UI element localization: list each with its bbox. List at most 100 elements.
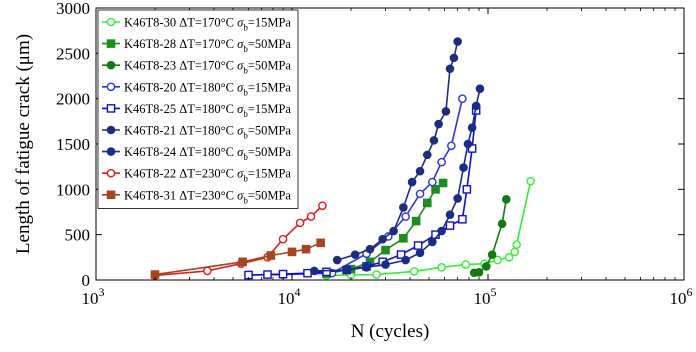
legend-label: K46T8-25 ΔT=180°C σb=15MPa <box>124 102 291 119</box>
data-point <box>437 226 446 236</box>
data-point <box>372 270 381 279</box>
legend-label: K46T8-30 ΔT=170°C σb=15MPa <box>124 16 291 33</box>
data-point <box>396 250 406 259</box>
data-point <box>497 219 507 229</box>
legend-item: K46T8-24 ΔT=180°C σb=50MPa <box>102 145 291 162</box>
data-point <box>422 198 432 208</box>
data-point <box>318 201 327 210</box>
data-point <box>332 255 342 265</box>
legend-item: K46T8-23 ΔT=170°C σb=50MPa <box>102 59 291 76</box>
legend-label: K46T8-23 ΔT=170°C σb=50MPa <box>124 59 291 76</box>
data-point <box>203 266 212 276</box>
legend-swatch-marker <box>106 125 116 135</box>
legend-label: K46T8-21 ΔT=180°C σb=50MPa <box>124 124 291 141</box>
data-point <box>295 218 305 228</box>
data-point <box>415 248 425 258</box>
data-point <box>445 210 455 220</box>
data-point <box>266 251 276 260</box>
data-point <box>481 262 491 271</box>
data-point <box>512 240 521 249</box>
data-point <box>449 53 459 63</box>
data-point <box>428 177 437 187</box>
data-point <box>429 136 439 145</box>
data-point <box>422 150 432 160</box>
legend-swatch-marker <box>106 82 116 92</box>
data-point <box>458 94 467 103</box>
legend-item: K46T8-28 ΔT=170°C σb=50MPa <box>102 37 291 54</box>
legend-swatch-marker <box>106 147 116 156</box>
series-line <box>154 242 321 276</box>
legend-swatch-marker <box>106 104 116 113</box>
y-tick-label: 3000 <box>56 0 90 18</box>
legend: K46T8-30 ΔT=170°C σb=15MPa K46T8-28 ΔT=17… <box>97 9 299 209</box>
legend-label: K46T8-24 ΔT=180°C σb=50MPa <box>124 145 291 162</box>
data-point <box>510 247 520 257</box>
legend-swatch-marker <box>106 168 116 178</box>
legend-label: K46T8-20 ΔT=180°C σb=15MPa <box>124 80 291 97</box>
x-tick-label: 105 <box>474 285 497 308</box>
data-point <box>303 268 312 278</box>
series-8 <box>150 201 327 280</box>
legend-label: K46T8-31 ΔT=230°C σb=50MPa <box>124 188 291 205</box>
data-point <box>526 176 535 186</box>
y-tick-label: 1500 <box>56 135 90 154</box>
data-point <box>389 226 398 236</box>
x-tick-label: 104 <box>278 285 301 308</box>
data-point <box>413 241 423 250</box>
y-tick-label: 500 <box>65 226 91 245</box>
data-point <box>401 212 410 221</box>
legend-item: K46T8-25 ΔT=180°C σb=15MPa <box>102 102 291 119</box>
legend-item: K46T8-20 ΔT=180°C σb=15MPa <box>102 80 291 97</box>
series-9 <box>150 238 325 279</box>
series-1 <box>322 176 535 280</box>
series-3 <box>469 195 511 278</box>
series-line <box>248 110 477 276</box>
y-tick-label: 1000 <box>56 180 90 199</box>
data-point <box>462 185 472 194</box>
legend-swatch-marker <box>106 190 116 200</box>
legend-item: K46T8-31 ΔT=230°C σb=50MPa <box>102 188 291 205</box>
data-point <box>278 269 288 279</box>
legend-swatch-marker <box>106 60 116 70</box>
data-point <box>453 37 462 46</box>
axes-layer: 0 500 1000 1500 2000 2500 3000 103 104 105 106 N (c… <box>13 0 693 342</box>
data-point <box>471 101 481 111</box>
legend-item: K46T8-30 ΔT=170°C σb=15MPa <box>102 16 291 33</box>
data-point <box>381 260 390 269</box>
data-point <box>459 163 468 172</box>
series-7 <box>310 84 485 276</box>
data-point <box>502 195 511 204</box>
data-point <box>322 267 331 277</box>
data-point <box>441 107 451 116</box>
legend-label: K46T8-22 ΔT=230°C σb=15MPa <box>124 167 291 184</box>
data-point <box>263 270 272 279</box>
data-point <box>415 166 425 176</box>
legend-item: K46T8-21 ΔT=180°C σb=50MPa <box>102 124 291 141</box>
data-point <box>316 238 325 248</box>
x-tick-label: 103 <box>82 285 105 308</box>
data-point <box>342 265 351 275</box>
legend-label: K46T8-28 ΔT=170°C σb=50MPa <box>124 37 291 54</box>
y-tick-label: 0 <box>82 271 91 290</box>
x-tick-label: 106 <box>670 285 693 308</box>
series-line <box>314 88 481 272</box>
data-point <box>437 157 446 167</box>
legend-box <box>97 9 299 209</box>
data-point <box>504 253 514 262</box>
data-point <box>431 185 440 194</box>
data-point <box>428 237 437 247</box>
data-point <box>409 267 419 276</box>
data-point <box>415 189 425 199</box>
data-point <box>362 263 371 272</box>
data-point <box>310 266 319 276</box>
y-axis-title: Length of fatigue crack (μm) <box>13 34 34 254</box>
series-6 <box>332 37 462 265</box>
legend-swatch-marker <box>106 17 116 27</box>
legend-swatch-marker <box>106 39 116 48</box>
data-point <box>238 257 247 267</box>
data-point <box>381 245 390 255</box>
data-point <box>306 212 316 221</box>
data-point <box>438 178 448 188</box>
